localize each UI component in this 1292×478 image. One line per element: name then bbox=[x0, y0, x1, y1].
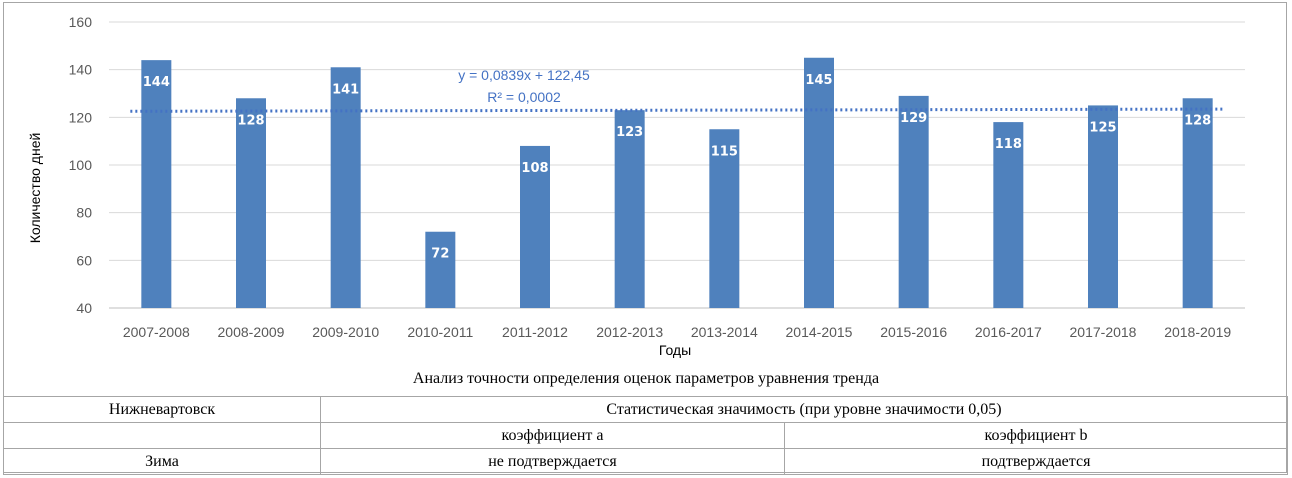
city-cell: Нижневартовск bbox=[3, 396, 321, 423]
trend-r-squared: R² = 0,0002 bbox=[487, 89, 561, 105]
bar bbox=[236, 98, 266, 309]
bar-data-label: 128 bbox=[237, 113, 264, 128]
coef-a-value: не подтверждается bbox=[320, 448, 785, 475]
y-axis-title: Количество дней bbox=[27, 133, 43, 244]
bar-data-label: 125 bbox=[1089, 120, 1116, 135]
bar bbox=[520, 145, 550, 308]
table-row: Зима не подтверждается подтверждается bbox=[3, 448, 1288, 475]
bar-data-label: 145 bbox=[805, 73, 832, 88]
bar-data-label: 118 bbox=[995, 137, 1022, 152]
y-tick-label: 80 bbox=[76, 205, 92, 221]
bar bbox=[993, 122, 1024, 308]
y-tick-label: 140 bbox=[69, 62, 93, 78]
bar bbox=[709, 129, 740, 308]
x-axis-title: Годы bbox=[659, 342, 691, 358]
coef-b-value: подтверждается bbox=[784, 448, 1288, 475]
empty-cell bbox=[3, 422, 321, 449]
x-tick-label: 2010-2011 bbox=[407, 324, 473, 340]
bar-data-label: 129 bbox=[900, 111, 927, 126]
bar-data-label: 128 bbox=[1184, 113, 1211, 128]
x-tick-label: 2018-2019 bbox=[1164, 324, 1231, 340]
table-row: коэффициент a коэффициент b bbox=[3, 422, 1288, 449]
x-axis-ticks: 2007-2008 2008-2009 2009-2010 2010-2011 2011… bbox=[123, 324, 1231, 340]
y-tick-label: 60 bbox=[76, 252, 92, 268]
y-tick-label: 120 bbox=[69, 109, 93, 125]
bar bbox=[614, 110, 645, 308]
trendline bbox=[130, 107, 1224, 113]
bar-data-label: 72 bbox=[431, 247, 449, 262]
y-tick-label: 40 bbox=[76, 300, 92, 316]
x-tick-label: 2014-2015 bbox=[786, 324, 853, 340]
significance-header: Статистическая значимость (при уровне зн… bbox=[320, 396, 1288, 423]
x-tick-label: 2008-2009 bbox=[218, 324, 285, 340]
bar bbox=[898, 95, 929, 308]
x-tick-label: 2012-2013 bbox=[596, 324, 663, 340]
x-tick-label: 2016-2017 bbox=[975, 324, 1042, 340]
gridlines bbox=[109, 21, 1245, 309]
y-tick-label: 160 bbox=[69, 14, 93, 30]
bar bbox=[804, 57, 834, 308]
bar bbox=[1182, 98, 1213, 309]
bar-data-label: 144 bbox=[143, 75, 170, 90]
bar-data-label: 123 bbox=[616, 125, 643, 140]
bar-data-label: 141 bbox=[332, 82, 359, 97]
table-row: Нижневартовск Статистическая значимость … bbox=[3, 396, 1288, 423]
bar-data-labels: 144 128 141 72 108 123 115 145 129 118 125 128 bbox=[143, 73, 1211, 262]
trend-equation: y = 0,0839x + 122,45 bbox=[458, 67, 590, 83]
x-tick-label: 2011-2012 bbox=[502, 324, 568, 340]
x-tick-label: 2013-2014 bbox=[691, 324, 758, 340]
y-axis-ticks: 40 60 80 100 120 140 160 bbox=[69, 14, 93, 316]
bar bbox=[1088, 105, 1118, 309]
x-tick-label: 2007-2008 bbox=[123, 324, 190, 340]
x-tick-label: 2017-2018 bbox=[1070, 324, 1137, 340]
table-caption: Анализ точности определения оценок парам… bbox=[412, 370, 880, 387]
bar bbox=[141, 60, 172, 309]
x-tick-label: 2015-2016 bbox=[880, 324, 947, 340]
y-tick-label: 100 bbox=[69, 157, 93, 173]
coef-a-header: коэффициент a bbox=[320, 422, 785, 449]
figure-frame bbox=[3, 2, 1287, 473]
bar bbox=[425, 231, 456, 308]
coef-b-header: коэффициент b bbox=[784, 422, 1288, 449]
season-cell: Зима bbox=[3, 448, 321, 475]
bar-data-label: 108 bbox=[521, 161, 548, 176]
bar-data-label: 115 bbox=[711, 144, 738, 159]
bars bbox=[141, 57, 1213, 309]
x-tick-label: 2009-2010 bbox=[312, 324, 379, 340]
significance-table: Нижневартовск Статистическая значимость … bbox=[3, 396, 1288, 475]
bar bbox=[330, 67, 361, 309]
